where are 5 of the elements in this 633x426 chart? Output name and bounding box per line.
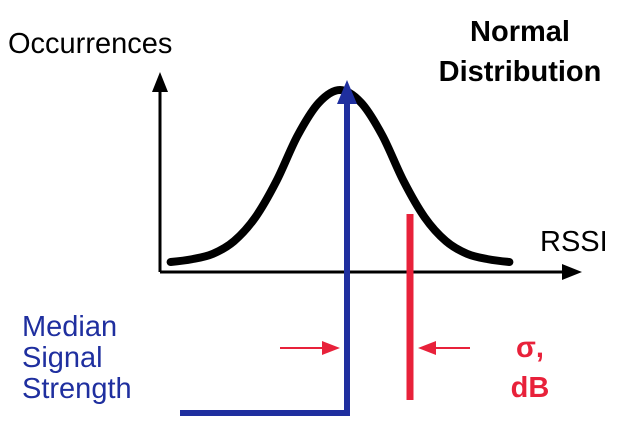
text: Median Signal Strength [22, 311, 133, 405]
chart-title: Normal Distribution [438, 15, 602, 90]
text: σ, dB [510, 331, 550, 406]
x-axis-title: RSSI [540, 226, 608, 259]
y-axis-title: Occurrences [8, 28, 172, 61]
